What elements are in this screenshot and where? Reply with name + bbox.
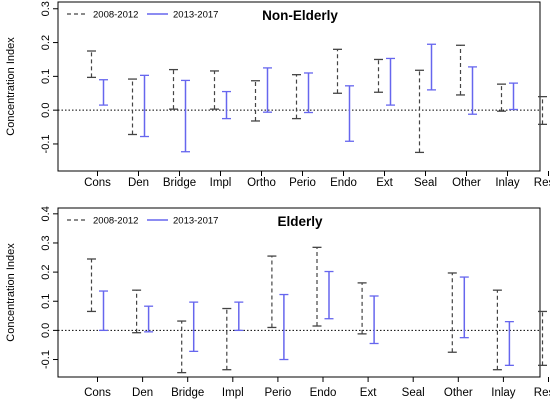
x-tick-label: Impl: [210, 177, 232, 189]
panel-title: Non-Elderly: [262, 8, 338, 23]
y-tick-label: 0.0: [40, 103, 52, 118]
y-tick-label: 0.4: [40, 206, 52, 221]
elderly-panel: -0.1 0.0 0.1 0.2 0.3 0.4 Concentration Index Co…: [5, 206, 550, 399]
y-tick-label: -0.1: [40, 350, 52, 369]
y-tick-label: 0.0: [40, 323, 52, 338]
x-tick-label: Resin: [534, 177, 550, 189]
x-tick-label: Den: [132, 387, 153, 399]
x-tick-label: Inlay: [491, 387, 516, 399]
plot-frame: [57, 207, 541, 378]
panel-title: Elderly: [277, 214, 323, 229]
legend: 2008-2012 2013-2017: [67, 216, 218, 227]
x-tick-label: Ortho: [247, 177, 276, 189]
legend: 2008-2012 2013-2017: [67, 10, 218, 21]
x-tick-label: Endo: [330, 177, 357, 189]
y-tick-label: -0.1: [40, 134, 52, 153]
x-tick-label: Ext: [376, 177, 393, 189]
x-tick-label: Ext: [360, 387, 377, 399]
non-elderly-panel: -0.1 0.0 0.1 0.2 0.3 Concentration Index Cons D…: [5, 1, 550, 189]
x-tick-label: Bridge: [163, 177, 196, 189]
x-tick-label: Cons: [84, 177, 111, 189]
y-axis-title: Concentration Index: [5, 37, 17, 136]
y-tick-label: 0.1: [40, 69, 52, 84]
x-tick-label: Inlay: [495, 177, 520, 189]
x-tick-label: Den: [128, 177, 149, 189]
x-tick-label: Perio: [264, 387, 291, 399]
y-tick-label: 0.3: [40, 1, 52, 16]
legend-label: 2008-2012: [93, 10, 138, 21]
x-tick-label: Resin: [534, 387, 550, 399]
x-tick-label: Bridge: [171, 387, 204, 399]
x-tick-label: Seal: [414, 177, 437, 189]
y-tick-label: 0.2: [40, 264, 52, 279]
y-tick-label: 0.3: [40, 235, 52, 250]
legend-label: 2013-2017: [173, 10, 218, 21]
x-tick-label: Impl: [222, 387, 244, 399]
x-tick-label: Endo: [310, 387, 337, 399]
x-tick-label: Perio: [289, 177, 316, 189]
y-axis-title: Concentration Index: [5, 243, 17, 342]
y-tick-label: 0.1: [40, 294, 52, 309]
x-tick-label: Other: [444, 387, 473, 399]
plot-frame: [57, 1, 541, 172]
y-tick-label: 0.2: [40, 35, 52, 50]
x-tick-label: Cons: [84, 387, 111, 399]
legend-label: 2013-2017: [173, 216, 218, 227]
legend-label: 2008-2012: [93, 216, 138, 227]
x-tick-label: Other: [452, 177, 481, 189]
x-tick-label: Seal: [402, 387, 425, 399]
